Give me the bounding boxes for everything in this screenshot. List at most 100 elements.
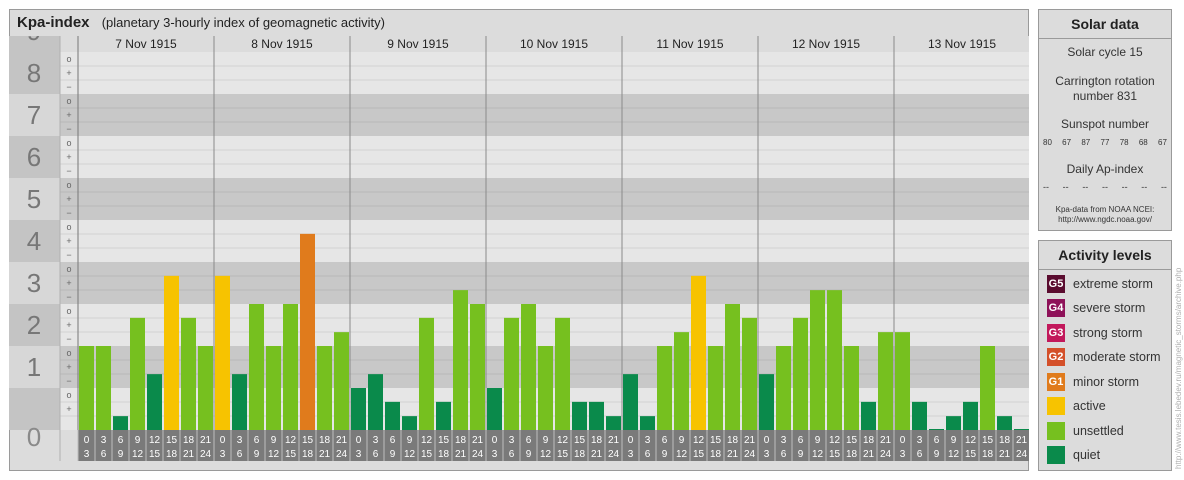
y-subtick-mark: o bbox=[66, 222, 71, 232]
grid-band bbox=[60, 136, 1029, 178]
time-label-start: 18 bbox=[455, 435, 467, 446]
time-label-end: 24 bbox=[744, 449, 756, 460]
kp-bar bbox=[283, 304, 298, 430]
time-label-start: 18 bbox=[863, 435, 875, 446]
time-label-start: 21 bbox=[608, 435, 620, 446]
activity-levels-panel: Activity levels G5 extreme storm G4 seve… bbox=[1038, 240, 1172, 471]
time-label-end: 12 bbox=[812, 449, 824, 460]
y-subtick-mark: + bbox=[66, 194, 71, 204]
y-label-band bbox=[9, 36, 60, 52]
kp-bar bbox=[215, 275, 230, 430]
time-label-end: 24 bbox=[880, 449, 892, 460]
y-subtick-mark: o bbox=[66, 306, 71, 316]
kp-bar bbox=[827, 290, 842, 430]
time-label-start: 18 bbox=[319, 435, 331, 446]
time-label-end: 12 bbox=[948, 449, 960, 460]
kp-bar bbox=[113, 416, 128, 430]
time-label-end: 3 bbox=[84, 449, 90, 460]
kp-bar bbox=[266, 346, 281, 430]
y-subtick-mark: o bbox=[66, 180, 71, 190]
y-subtick-mark: − bbox=[66, 82, 71, 92]
time-label-end: 3 bbox=[220, 449, 226, 460]
time-label-end: 15 bbox=[149, 449, 161, 460]
level-label: severe storm bbox=[1073, 301, 1146, 315]
y-subtick-mark: + bbox=[66, 110, 71, 120]
time-label-end: 21 bbox=[455, 449, 467, 460]
time-label-start: 18 bbox=[183, 435, 195, 446]
time-label-start: 9 bbox=[951, 435, 957, 446]
kp-bar bbox=[487, 388, 502, 430]
time-label-start: 0 bbox=[220, 435, 226, 446]
kp-bar bbox=[589, 401, 604, 430]
level-swatch bbox=[1047, 397, 1065, 415]
level-extreme-storm: G5 extreme storm bbox=[1047, 275, 1153, 293]
time-label-end: 3 bbox=[900, 449, 906, 460]
time-label-end: 9 bbox=[118, 449, 124, 460]
level-moderate-storm: G2 moderate storm bbox=[1047, 348, 1161, 366]
y-tick-label: 5 bbox=[27, 184, 41, 214]
time-label-start: 21 bbox=[200, 435, 212, 446]
time-label-start: 12 bbox=[149, 435, 161, 446]
time-label-start: 18 bbox=[727, 435, 739, 446]
time-label-end: 12 bbox=[676, 449, 688, 460]
y-subtick-mark: − bbox=[66, 208, 71, 218]
y-subtick-mark: + bbox=[66, 152, 71, 162]
day-label: 8 Nov 1915 bbox=[251, 37, 313, 51]
chart-title-main: Kpa-index bbox=[17, 14, 90, 31]
level-swatch bbox=[1047, 422, 1065, 440]
kp-bar bbox=[198, 346, 213, 430]
time-label-start: 21 bbox=[336, 435, 348, 446]
time-label-start: 18 bbox=[999, 435, 1011, 446]
time-label-start: 15 bbox=[710, 435, 722, 446]
kp-bar bbox=[929, 429, 944, 430]
carrington-line1: Carrington rotation bbox=[1055, 74, 1155, 88]
sunspot-value: 77 bbox=[1100, 138, 1110, 147]
time-label-end: 15 bbox=[285, 449, 297, 460]
time-label-start: 0 bbox=[900, 435, 906, 446]
time-label-end: 21 bbox=[183, 449, 195, 460]
y-tick-label: 6 bbox=[27, 142, 41, 172]
kpa-bar-chart: 0123456789o+o+−o+−o+−o+−o+−o+−o+−o+−7 No… bbox=[9, 36, 1029, 461]
kp-bar bbox=[555, 317, 570, 430]
y-tick-label: 4 bbox=[27, 226, 41, 256]
time-label-end: 12 bbox=[404, 449, 416, 460]
ap-values: -- -- -- -- -- -- -- bbox=[1043, 182, 1167, 192]
level-label: moderate storm bbox=[1073, 350, 1161, 364]
level-label: extreme storm bbox=[1073, 277, 1153, 291]
grid-band bbox=[60, 220, 1029, 262]
time-label-start: 9 bbox=[407, 435, 413, 446]
time-label-end: 24 bbox=[200, 449, 212, 460]
level-label: strong storm bbox=[1073, 326, 1143, 340]
kp-bar bbox=[147, 374, 162, 430]
kp-bar bbox=[708, 346, 723, 430]
time-label-end: 9 bbox=[798, 449, 804, 460]
y-subtick-mark: − bbox=[66, 334, 71, 344]
sunspot-values: 80 67 87 77 78 68 67 bbox=[1043, 138, 1167, 147]
time-label-start: 0 bbox=[628, 435, 634, 446]
time-label-end: 6 bbox=[237, 449, 243, 460]
y-subtick-mark: o bbox=[66, 138, 71, 148]
source-link[interactable]: http://www.ngdc.noaa.gov/ bbox=[1058, 215, 1152, 224]
y-subtick-mark: − bbox=[66, 166, 71, 176]
time-label-end: 24 bbox=[1016, 449, 1028, 460]
time-label-end: 3 bbox=[764, 449, 770, 460]
y-tick-label: 3 bbox=[27, 268, 41, 298]
time-label-end: 18 bbox=[302, 449, 314, 460]
time-label-start: 6 bbox=[934, 435, 940, 446]
time-label-end: 6 bbox=[373, 449, 379, 460]
kp-bar bbox=[623, 374, 638, 430]
kp-bar bbox=[402, 416, 417, 430]
kp-bar bbox=[504, 317, 519, 430]
time-label-end: 3 bbox=[356, 449, 362, 460]
kp-bar bbox=[79, 346, 94, 430]
day-label: 13 Nov 1915 bbox=[928, 37, 996, 51]
level-swatch: G5 bbox=[1047, 275, 1065, 293]
time-label-end: 6 bbox=[645, 449, 651, 460]
kp-bar bbox=[844, 346, 859, 430]
y-subtick-mark: + bbox=[66, 278, 71, 288]
level-label: unsettled bbox=[1073, 424, 1124, 438]
time-label-end: 6 bbox=[509, 449, 515, 460]
y-label-band bbox=[9, 94, 60, 136]
y-subtick-mark: o bbox=[66, 54, 71, 64]
sunspot-value: 87 bbox=[1081, 138, 1091, 147]
